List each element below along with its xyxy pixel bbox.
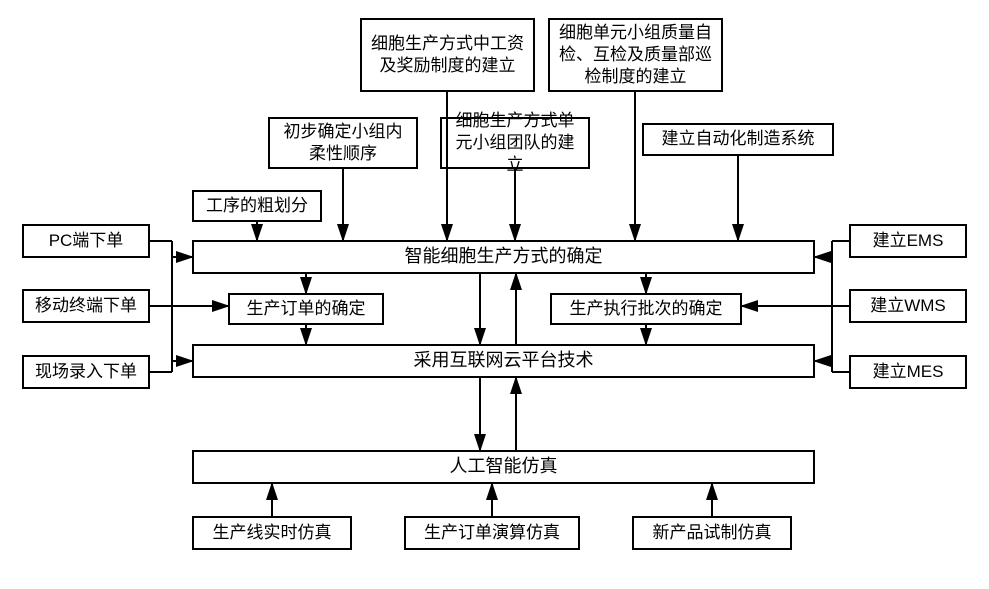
- node-top2: 细胞单元小组质量自检、互检及质量部巡检制度的建立: [548, 18, 723, 92]
- node-row2c: 建立自动化制造系统: [642, 123, 834, 156]
- node-label: 细胞单元小组质量自检、互检及质量部巡检制度的建立: [556, 22, 715, 88]
- node-bot2: 生产订单演算仿真: [404, 516, 580, 550]
- node-label: 现场录入下单: [35, 361, 137, 383]
- node-label: 移动终端下单: [35, 295, 137, 317]
- node-label: 工序的粗划分: [206, 195, 308, 217]
- node-label: 智能细胞生产方式的确定: [405, 245, 603, 268]
- node-main2: 采用互联网云平台技术: [192, 344, 815, 378]
- node-main3: 人工智能仿真: [192, 450, 815, 484]
- node-bot3: 新产品试制仿真: [632, 516, 792, 550]
- node-label: 生产订单的确定: [247, 298, 366, 320]
- node-row2b: 细胞生产方式单元小组团队的建立: [440, 117, 590, 169]
- node-label: 生产线实时仿真: [213, 522, 332, 544]
- node-l1: PC端下单: [22, 224, 150, 258]
- node-mid-left: 生产订单的确定: [228, 293, 384, 325]
- node-label: 人工智能仿真: [450, 455, 558, 478]
- node-label: 新产品试制仿真: [653, 522, 772, 544]
- node-label: 建立WMS: [870, 295, 946, 317]
- node-row3: 工序的粗划分: [192, 190, 322, 222]
- node-label: PC端下单: [49, 230, 124, 252]
- node-l3: 现场录入下单: [22, 355, 150, 389]
- node-r1: 建立EMS: [849, 224, 967, 258]
- node-r2: 建立WMS: [849, 289, 967, 323]
- node-row2a: 初步确定小组内柔性顺序: [268, 117, 418, 169]
- node-label: 生产执行批次的确定: [570, 298, 723, 320]
- node-mid-right: 生产执行批次的确定: [550, 293, 742, 325]
- node-label: 生产订单演算仿真: [424, 522, 560, 544]
- node-label: 采用互联网云平台技术: [414, 349, 594, 372]
- node-bot1: 生产线实时仿真: [192, 516, 352, 550]
- node-top1: 细胞生产方式中工资及奖励制度的建立: [360, 18, 535, 92]
- node-label: 建立EMS: [873, 230, 944, 252]
- node-r3: 建立MES: [849, 355, 967, 389]
- node-label: 初步确定小组内柔性顺序: [276, 121, 410, 165]
- node-label: 建立MES: [873, 361, 944, 383]
- node-label: 建立自动化制造系统: [662, 128, 815, 150]
- node-label: 细胞生产方式中工资及奖励制度的建立: [368, 33, 527, 77]
- node-l2: 移动终端下单: [22, 289, 150, 323]
- node-label: 细胞生产方式单元小组团队的建立: [448, 110, 582, 176]
- node-main1: 智能细胞生产方式的确定: [192, 240, 815, 274]
